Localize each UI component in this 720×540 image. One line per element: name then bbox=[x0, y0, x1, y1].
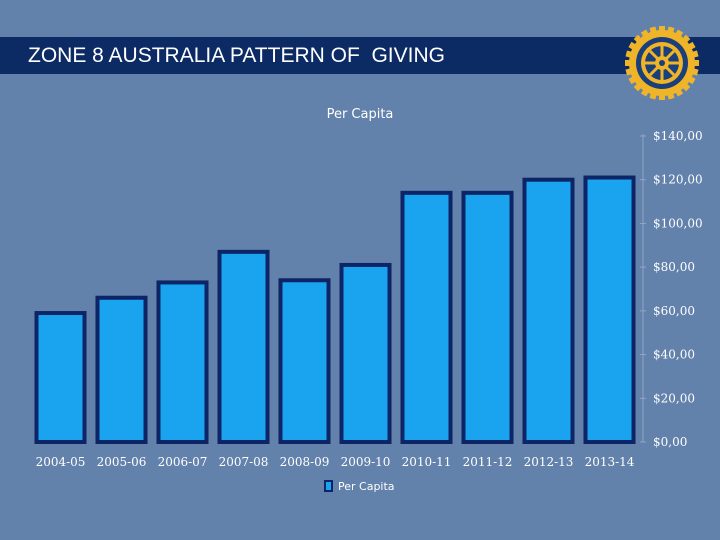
y-tick-label: $40,00 bbox=[653, 348, 695, 362]
legend: Per Capita bbox=[324, 480, 395, 493]
x-tick-label: 2009-10 bbox=[341, 455, 391, 469]
chart-title: Per Capita bbox=[327, 107, 394, 122]
y-tick-label: $60,00 bbox=[653, 304, 695, 318]
x-tick-label: 2005-06 bbox=[97, 455, 147, 469]
bar-2011-12 bbox=[461, 190, 514, 444]
x-tick-label: 2013-14 bbox=[585, 455, 635, 469]
title-bar: ZONE 8 AUSTRALIA PATTERN OF GIVING bbox=[0, 37, 720, 74]
bar-2009-10 bbox=[339, 262, 392, 445]
y-tick-label: $100,00 bbox=[653, 216, 703, 230]
x-tick-label: 2010-11 bbox=[402, 455, 452, 469]
legend-swatch bbox=[324, 480, 333, 492]
bar-2004-05 bbox=[34, 311, 87, 444]
bar-2012-13 bbox=[522, 177, 575, 444]
bar-2013-14 bbox=[583, 175, 636, 444]
bar-2007-08 bbox=[217, 249, 270, 444]
y-tick-label: $80,00 bbox=[653, 260, 695, 274]
rotary-wheel-icon bbox=[625, 26, 699, 100]
legend-label: Per Capita bbox=[338, 480, 395, 493]
y-tick-label: $20,00 bbox=[653, 391, 695, 405]
y-tick-label: $140,00 bbox=[653, 129, 703, 143]
x-tick-label: 2006-07 bbox=[158, 455, 208, 469]
x-tick-label: 2004-05 bbox=[36, 455, 86, 469]
slide-title: ZONE 8 AUSTRALIA PATTERN OF GIVING bbox=[28, 44, 445, 67]
x-tick-label: 2008-09 bbox=[280, 455, 330, 469]
bar-2010-11 bbox=[400, 190, 453, 444]
y-tick-label: $120,00 bbox=[653, 173, 703, 187]
bar-2006-07 bbox=[156, 280, 209, 445]
x-tick-label: 2011-12 bbox=[463, 455, 513, 469]
x-tick-label: 2012-13 bbox=[524, 455, 574, 469]
y-tick-label: $0,00 bbox=[653, 435, 687, 449]
bar-2008-09 bbox=[278, 278, 331, 444]
x-tick-label: 2007-08 bbox=[219, 455, 269, 469]
bar-2005-06 bbox=[95, 295, 148, 444]
